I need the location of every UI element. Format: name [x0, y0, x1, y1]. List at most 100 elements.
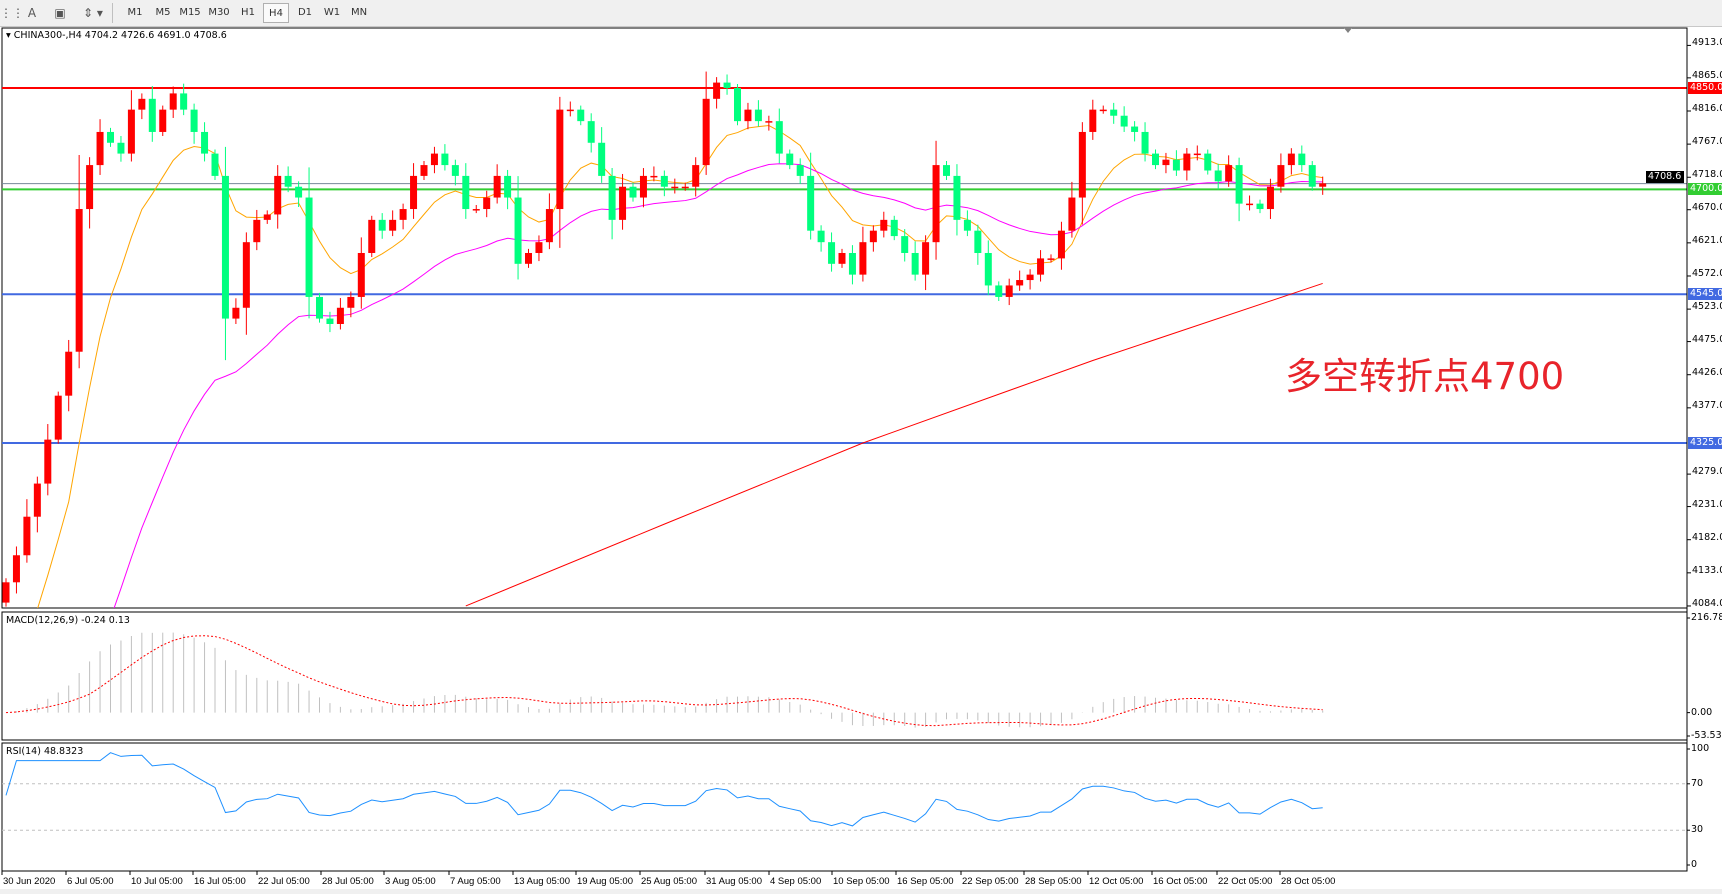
level-label-4700.0: 4700.0 [1688, 183, 1722, 196]
candle-body [1141, 131, 1149, 154]
candle-body [274, 175, 282, 215]
timeframe-w1-button[interactable]: W1 [323, 7, 341, 18]
level-label-4850.0: 4850.0 [1688, 82, 1722, 94]
price-tick-label: 4133.0 [1692, 564, 1722, 576]
candle-body [1235, 165, 1243, 204]
rsi-pane [1, 742, 1688, 872]
rsi-line [5, 752, 1323, 827]
candle-body [441, 153, 449, 166]
candle-body [608, 175, 616, 220]
candle-body [451, 165, 459, 176]
candle-body [138, 98, 146, 110]
candle-body [775, 121, 783, 154]
candle-body [984, 252, 992, 286]
candle-body [410, 175, 418, 210]
timeframe-h1-button[interactable]: H1 [241, 7, 255, 18]
candle-body [54, 395, 62, 440]
timeframe-h4-button[interactable]: H4 [263, 3, 289, 23]
candle-body [566, 109, 574, 112]
candle-body [1057, 230, 1065, 259]
timeframe-m1-button[interactable]: M1 [127, 7, 143, 18]
candle-body [702, 98, 710, 166]
candle-body [2, 582, 10, 603]
candle-body [1068, 197, 1076, 231]
price-tick-label: 4913.0 [1692, 37, 1722, 49]
date-tick-label: 19 Aug 05:00 [577, 876, 633, 887]
candle-body [33, 483, 41, 517]
candle-body [587, 121, 595, 143]
candle-body [148, 98, 156, 132]
date-tick-label: 10 Jul 05:00 [131, 876, 183, 887]
candle-body [221, 175, 229, 319]
macd-tick-label: 0.00 [1691, 706, 1713, 718]
timeframe-mn-button[interactable]: MN [350, 7, 368, 18]
candle-body [1120, 115, 1128, 127]
text-box-icon[interactable]: ▣ [54, 6, 66, 20]
candle-body [713, 82, 721, 99]
candle-body [472, 209, 480, 211]
candle-body [1089, 109, 1097, 132]
candle-body [650, 175, 658, 178]
candle-body [880, 219, 888, 231]
candle-body [1162, 159, 1170, 166]
chart-shift-marker [1344, 28, 1352, 33]
price-tick-label: 4182.0 [1692, 531, 1722, 543]
candle-body [305, 197, 313, 297]
candle-body [316, 296, 323, 319]
text-label-icon[interactable]: A [27, 6, 37, 20]
timeframe-m30-button[interactable]: M30 [208, 7, 230, 18]
candle-body [326, 318, 334, 324]
candle-body [943, 165, 950, 176]
date-tick-label: 10 Sep 05:00 [833, 876, 890, 887]
candle-body [1308, 165, 1316, 187]
candle-body [1183, 153, 1191, 171]
candle-body [1005, 285, 1013, 297]
candle-body [1204, 153, 1212, 171]
date-tick-label: 22 Jul 05:00 [258, 876, 310, 887]
timeframe-m5-button[interactable]: M5 [155, 7, 171, 18]
candle-body [1193, 153, 1201, 156]
price-series [2, 71, 1327, 608]
candle-body [1225, 165, 1233, 182]
candle-body [598, 142, 606, 176]
candle-body [556, 109, 564, 210]
candle-body [525, 252, 532, 264]
candle-body [211, 153, 219, 176]
status-strip [0, 889, 1722, 894]
candle-body [922, 242, 930, 275]
candle-body [1152, 153, 1159, 166]
price-tick-label: 4279.0 [1692, 466, 1722, 478]
candle-body [765, 121, 773, 123]
candle-body [1172, 159, 1180, 171]
candle-body [1016, 280, 1024, 286]
candle-body [232, 307, 240, 319]
candle-body [974, 230, 982, 253]
candle-body [96, 131, 104, 166]
candle-body [399, 209, 407, 220]
candle-body [577, 109, 585, 122]
candle-body [483, 197, 491, 210]
date-tick-label: 22 Oct 05:00 [1218, 876, 1273, 887]
candle-body [430, 153, 438, 166]
candle-body [107, 131, 114, 143]
macd-pane [1, 611, 1688, 741]
candle-body [420, 165, 428, 176]
rsi-tick-label: 0 [1691, 859, 1698, 870]
date-tick-label: 16 Oct 05:00 [1153, 876, 1208, 887]
main-pane [1, 27, 1688, 609]
arrows-icon[interactable]: ⇕ ▾ [83, 6, 103, 20]
candle-body [545, 209, 553, 243]
timeframe-m15-button[interactable]: M15 [179, 7, 201, 18]
timeframe-d1-button[interactable]: D1 [297, 7, 313, 18]
candle-body [1246, 203, 1254, 206]
crosshair-period-icon[interactable]: ⋮⋮ [0, 6, 24, 20]
candle-body [723, 82, 731, 88]
candle-body [504, 175, 512, 198]
candle-body [368, 219, 376, 253]
date-tick-label: 13 Aug 05:00 [514, 876, 570, 887]
candle-body [734, 88, 741, 122]
price-tick-label: 4816.0 [1692, 102, 1722, 114]
candle-body [869, 230, 877, 243]
candle-body [859, 242, 867, 275]
